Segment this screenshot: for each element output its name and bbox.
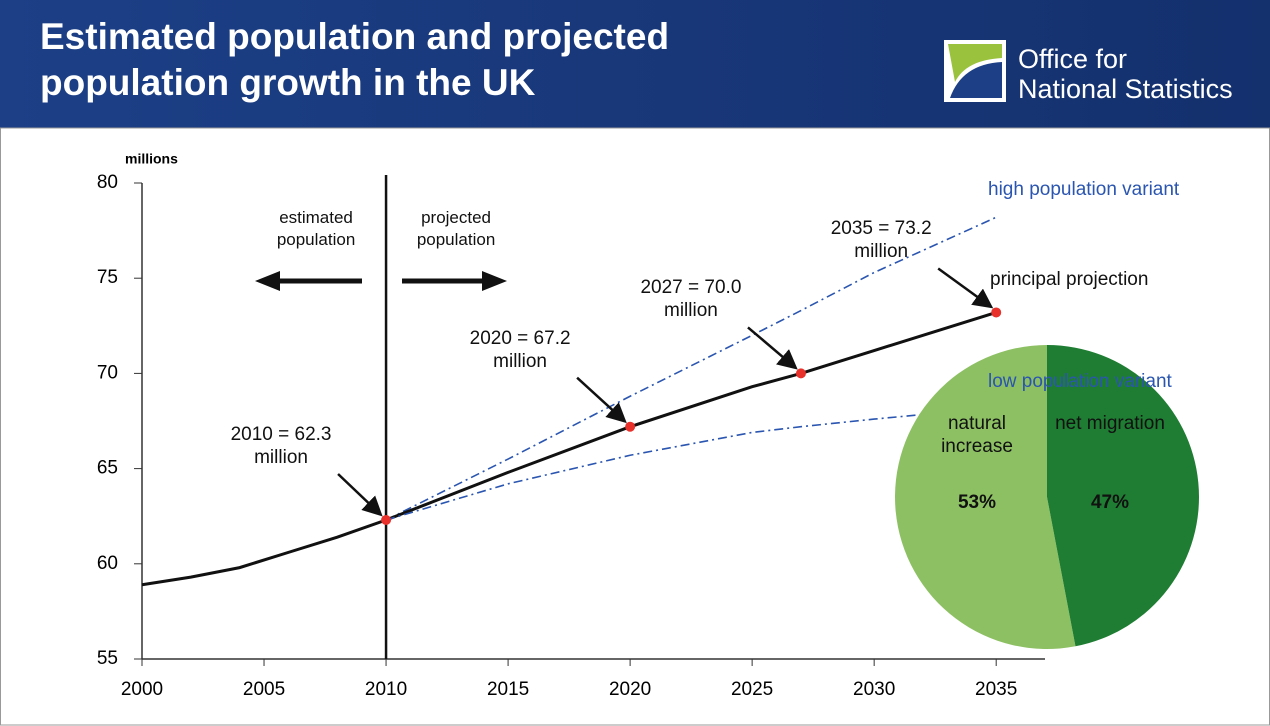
logo-text: National Statistics: [1018, 74, 1233, 104]
x-tick-label: 2025: [731, 679, 773, 700]
annotation: 2027 = 70.0 million: [640, 277, 742, 322]
y-tick-label: 60: [97, 553, 118, 574]
y-tick-label: 80: [97, 172, 118, 193]
x-tick-label: 2010: [365, 679, 407, 700]
series-line: [385, 406, 997, 521]
annotation-arrow: [747, 326, 798, 370]
y-tick-label: 65: [97, 458, 118, 479]
x-tick-label: 2020: [609, 679, 651, 700]
pie-slice: [1047, 345, 1200, 647]
marker: [795, 368, 806, 379]
y-axis-label: millions: [125, 151, 178, 167]
series-label: principal projection: [990, 269, 1149, 290]
x-tick-label: 2015: [487, 679, 529, 700]
y-tick-label: 70: [97, 362, 118, 383]
series-line: [141, 311, 997, 587]
marker: [381, 515, 392, 526]
annotation-arrow: [337, 473, 383, 517]
header-band: [0, 0, 1270, 128]
x-tick-label: 2030: [853, 679, 895, 700]
pie-label: net migration: [1055, 413, 1165, 434]
annotation: 2035 = 73.2 million: [830, 218, 932, 263]
annotation-arrow: [576, 376, 627, 424]
x-tick-label: 2005: [243, 679, 285, 700]
annotation: 2020 = 67.2 million: [469, 327, 571, 372]
y-tick-label: 55: [97, 648, 118, 669]
series-line: [385, 216, 997, 521]
region-label: projected population: [416, 208, 496, 249]
x-tick-label: 2000: [121, 679, 163, 700]
logo-icon: [944, 40, 1006, 102]
marker: [625, 421, 636, 432]
y-tick-label: 75: [97, 267, 118, 288]
pie-slice: [895, 345, 1076, 649]
region-label: estimated population: [276, 208, 356, 249]
annotation: 2010 = 62.3 million: [230, 424, 332, 468]
pie-label: natural increase: [941, 413, 1013, 457]
slide-title: Estimated population and projected popul…: [40, 16, 670, 103]
series-label: low population variant: [988, 371, 1172, 392]
pie-value-label: 47%: [1090, 492, 1130, 513]
marker: [991, 307, 1002, 318]
x-tick-label: 2035: [975, 679, 1017, 700]
annotation-arrow: [937, 267, 994, 309]
pie-value-label: 53%: [957, 492, 997, 513]
logo-text: Office for: [1018, 44, 1128, 74]
series-label: high population variant: [988, 179, 1180, 200]
